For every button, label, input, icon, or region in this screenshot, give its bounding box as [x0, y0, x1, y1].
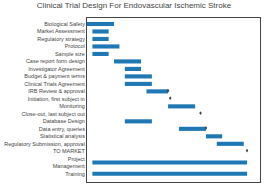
svg-text:Budget & payment terms: Budget & payment terms [24, 73, 85, 79]
svg-text:Regulatory Submission, approva: Regulatory Submission, approval [4, 141, 85, 147]
svg-text:Close-out, last subject out: Close-out, last subject out [22, 111, 86, 117]
svg-text:Monitoring: Monitoring [59, 103, 85, 109]
svg-text:Clinical Trials Agreement: Clinical Trials Agreement [24, 81, 85, 87]
svg-text:TO MARKET: TO MARKET [53, 148, 86, 154]
svg-text:Training: Training [65, 171, 85, 177]
svg-text:Initiation, first subject in: Initiation, first subject in [28, 96, 85, 102]
svg-text:Data entry, queries: Data entry, queries [39, 126, 85, 132]
svg-text:Protocol: Protocol [65, 43, 85, 49]
svg-text:Regulatory strategy: Regulatory strategy [37, 36, 85, 42]
svg-text:Case report form design: Case report form design [26, 58, 85, 64]
svg-text:Sample size: Sample size [55, 51, 85, 57]
svg-text:Market Assessment: Market Assessment [37, 28, 85, 34]
svg-text:IRB Review & approval: IRB Review & approval [28, 88, 85, 94]
svg-text:Database Design: Database Design [43, 118, 85, 124]
svg-text:Statistical analysis: Statistical analysis [40, 133, 85, 139]
svg-text:Biological Safety: Biological Safety [44, 21, 85, 27]
svg-text:Clinical Trial Design For Endo: Clinical Trial Design For Endovascular I… [37, 1, 232, 10]
svg-text:Investigator Agreement: Investigator Agreement [28, 66, 85, 72]
svg-text:ProjectManagement: ProjectManagement [53, 156, 86, 169]
